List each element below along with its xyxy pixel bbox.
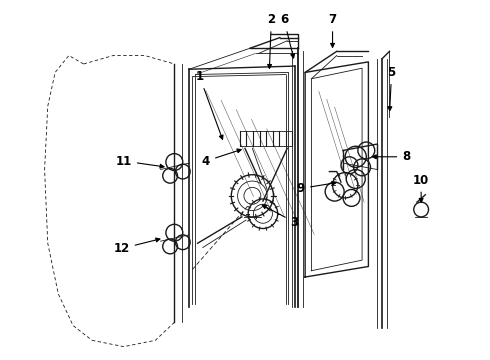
Text: 1: 1	[196, 70, 223, 139]
Text: 7: 7	[328, 13, 337, 47]
Text: 9: 9	[297, 181, 336, 195]
Text: 12: 12	[114, 238, 160, 255]
Text: 5: 5	[388, 66, 396, 111]
Text: 11: 11	[116, 154, 164, 168]
Text: 2: 2	[268, 13, 275, 68]
Text: 10: 10	[413, 174, 429, 202]
Text: 4: 4	[202, 149, 241, 167]
Text: 8: 8	[372, 150, 411, 163]
Text: 3: 3	[262, 205, 298, 229]
Text: 6: 6	[280, 13, 294, 58]
